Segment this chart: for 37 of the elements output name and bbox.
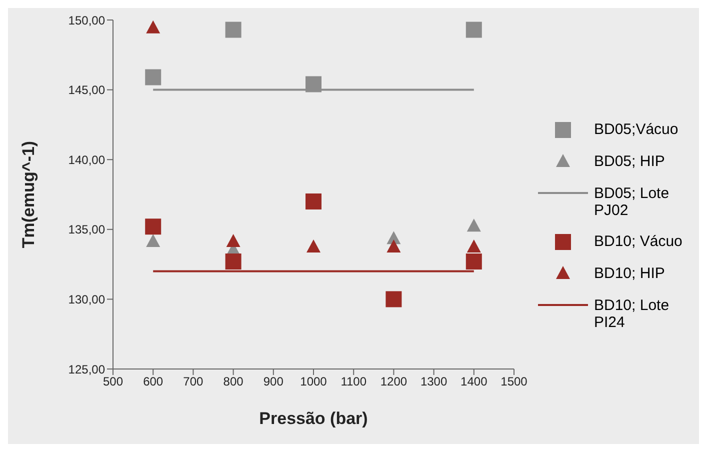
y-tick-label: 125,00 (68, 362, 106, 376)
x-tick-label: 1300 (420, 374, 448, 389)
point (145, 69, 162, 86)
y-tick-label: 140,00 (68, 152, 106, 167)
legend-label: BD10; Vácuo (594, 233, 684, 250)
point (146, 234, 160, 247)
legend-label: BD05; Lote PJ02 (594, 185, 670, 219)
point (466, 218, 481, 232)
x-tick-label: 500 (102, 374, 124, 389)
point (226, 234, 240, 247)
point (306, 193, 322, 210)
y-tick-label: 145,00 (68, 83, 106, 98)
legend-label: BD10; HIP (594, 265, 666, 282)
point (225, 22, 242, 38)
y-tick-label: 150,00 (68, 13, 106, 28)
legend-label: BD10; Lote PI24 (594, 297, 670, 331)
point (466, 22, 482, 38)
x-tick-label: 800 (223, 374, 244, 389)
y-tick-label: 130,00 (68, 292, 106, 306)
legend-label: BD05;Vácuo (594, 121, 680, 138)
y-tick-label: 135,00 (68, 222, 106, 237)
point (306, 76, 322, 92)
x-axis-title: Pressão (bar) (259, 409, 368, 428)
x-tick-label: 700 (183, 374, 204, 389)
x-tick-label: 600 (143, 374, 164, 389)
x-tick-label: 1000 (300, 374, 328, 389)
point (466, 240, 481, 253)
legend-label: BD05; HIP (594, 153, 666, 170)
point (386, 240, 401, 253)
point (306, 240, 320, 253)
x-tick-label: 1500 (500, 374, 528, 389)
x-tick-label: 1400 (460, 374, 488, 389)
x-tick-label: 900 (263, 374, 284, 389)
x-tick-label: 1200 (380, 374, 408, 389)
y-axis-title: Tm(emug^-1) (19, 140, 38, 248)
point (145, 218, 162, 235)
x-tick-label: 1100 (340, 374, 367, 389)
